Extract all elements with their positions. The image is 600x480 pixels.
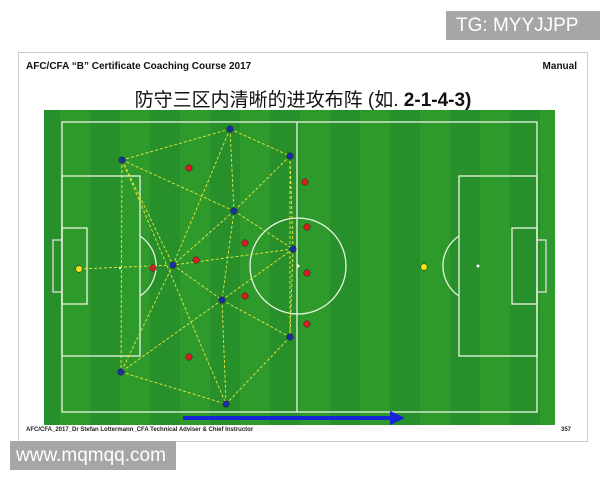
attacking-player [218, 296, 226, 304]
attacking-player [118, 156, 126, 164]
defending-player [303, 223, 311, 231]
pass-line [121, 159, 227, 405]
pass-line [120, 299, 223, 373]
header-manual: Manual [542, 61, 577, 72]
pass-line [172, 128, 231, 266]
pass-line [121, 159, 174, 266]
watermark-bottom: www.mqmqq.com [10, 441, 176, 470]
pass-line [120, 371, 227, 405]
defending-player [241, 292, 249, 300]
players [75, 125, 428, 408]
pass-line [172, 248, 294, 266]
pass-line [172, 264, 223, 301]
pitch-surface [44, 110, 555, 425]
pass-line [229, 128, 291, 157]
footer-author: AFC/CFA_2017_Dr Stefan Lottermann_CFA Te… [26, 427, 254, 433]
defending-player [241, 239, 249, 247]
pass-line [233, 155, 291, 212]
pass-line [121, 128, 231, 161]
passing-lines [78, 128, 294, 405]
defending-player [185, 164, 193, 172]
pass-line [233, 210, 294, 250]
defending-player [303, 269, 311, 277]
attacking-player [222, 400, 230, 408]
pass-line [221, 299, 227, 405]
defending-player [185, 353, 193, 361]
pass-line [221, 299, 291, 338]
attacking-player [117, 368, 125, 376]
defending-player [301, 178, 309, 186]
pass-line [289, 155, 294, 250]
pass-line [225, 336, 291, 405]
defending-goalkeeper [420, 263, 428, 271]
header-course: AFC/CFA “B” Certificate Coaching Course … [26, 61, 252, 72]
attacking-player [226, 125, 234, 133]
pass-line [172, 210, 235, 266]
pass-line [121, 159, 235, 212]
pass-line [221, 248, 294, 301]
pass-line [78, 264, 174, 270]
attacking-player [286, 152, 294, 160]
watermark-top: TG: MYYJJPP [446, 11, 600, 40]
defending-player [192, 256, 200, 264]
attack-direction-arrow [183, 411, 405, 425]
attacking-player [230, 207, 238, 215]
slide-title: 防守三区内清晰的进攻布阵 (如. 2-1-4-3) [134, 90, 472, 111]
defending-player [149, 264, 157, 272]
page-number: 357 [560, 427, 571, 433]
attacking-player [289, 245, 297, 253]
attacking-player [169, 261, 177, 269]
attacking-goalkeeper [75, 265, 83, 273]
pass-line [120, 159, 123, 373]
attacking-player [286, 333, 294, 341]
defending-player [303, 320, 311, 328]
pass-line [229, 128, 235, 212]
